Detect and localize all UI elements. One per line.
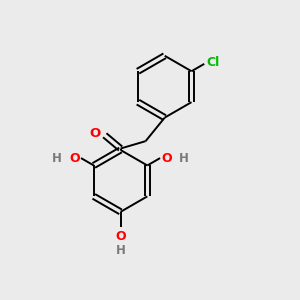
Text: O: O	[89, 127, 100, 140]
Text: Cl: Cl	[207, 56, 220, 69]
Text: O: O	[115, 230, 126, 242]
Text: H: H	[52, 152, 62, 165]
Text: H: H	[179, 152, 189, 165]
Text: O: O	[69, 152, 80, 165]
Text: H: H	[116, 244, 125, 257]
Text: O: O	[162, 152, 172, 165]
